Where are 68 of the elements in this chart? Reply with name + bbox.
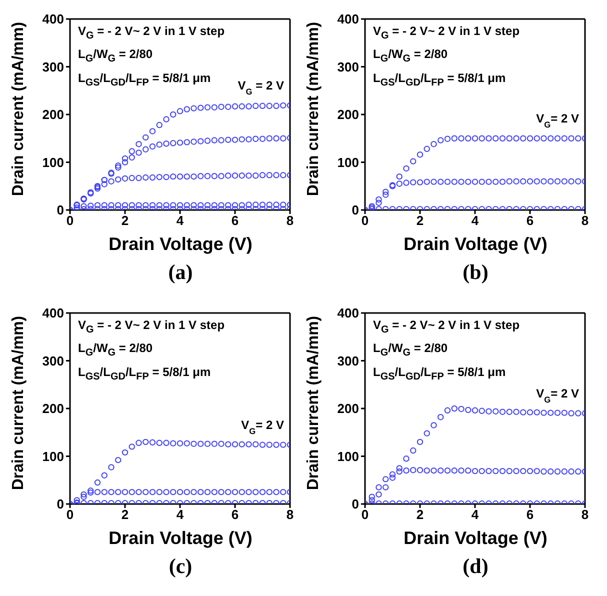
y-axis-title: Drain current (mA/mm) — [305, 22, 323, 196]
x-tick-label: 6 — [526, 507, 534, 522]
y-tick-label: 100 — [42, 448, 64, 464]
x-tick-label: 0 — [66, 213, 74, 228]
y-tick-label: 0 — [352, 202, 359, 218]
y-tick-label: 200 — [42, 107, 64, 122]
annotation: L$_{GS}$/L$_{GD}$/L$_{FP}$ = 5/8/1 μm — [78, 70, 212, 90]
annotation: V$_{G}$= 2 V — [241, 418, 284, 436]
annotation: V$_{G}$= 2 V — [536, 386, 579, 404]
annotation: L$_{G}$/W$_{G}$ = 2/80 — [78, 340, 154, 361]
x-tick-label: 4 — [176, 213, 184, 228]
annotation: L$_{GS}$/L$_{GD}$/L$_{FP}$ = 5/8/1 μm — [373, 364, 507, 384]
x-tick-label: 2 — [121, 213, 129, 228]
annotation: V$_{G}$ = - 2 V~ 2 V in 1 V step — [78, 317, 225, 338]
y-tick-label: 200 — [42, 401, 64, 416]
y-tick-label: 400 — [42, 306, 64, 321]
text: (d) — [462, 554, 490, 579]
annotation: L$_{GS}$/L$_{GD}$/L$_{FP}$ = 5/8/1 μm — [373, 70, 507, 90]
x-tick-label: 2 — [416, 213, 424, 228]
y-tick-label: 100 — [42, 154, 64, 170]
x-tick-label: 2 — [121, 507, 129, 522]
y-axis-title: Drain current (mA/mm) — [10, 316, 28, 490]
x-tick-label: 4 — [471, 507, 480, 522]
y-tick-label: 200 — [337, 401, 359, 416]
x-tick-label: 0 — [66, 507, 74, 522]
text: (c) — [168, 554, 194, 579]
y-tick-label: 300 — [337, 353, 359, 368]
x-axis-title: Drain Voltage (V) — [108, 234, 254, 255]
x-tick-label: 0 — [361, 213, 369, 228]
y-axis-title: Drain current (mA/mm) — [305, 316, 323, 490]
annotation: L$_{GS}$/L$_{GD}$/L$_{FP}$ = 5/8/1 μm — [78, 364, 212, 384]
annotation: L$_{G}$/W$_{G}$ = 2/80 — [373, 340, 449, 361]
y-tick-label: 300 — [42, 353, 64, 368]
x-tick-label: 6 — [231, 507, 239, 522]
y-tick-label: 100 — [337, 448, 359, 464]
x-tick-label: 6 — [526, 213, 534, 228]
annotation: L$_{G}$/W$_{G}$ = 2/80 — [78, 46, 154, 67]
y-tick-label: 400 — [337, 12, 359, 27]
y-tick-label: 0 — [56, 496, 64, 512]
y-tick-label: 0 — [56, 202, 64, 218]
annotation: V$_{G}$ = - 2 V~ 2 V in 1 V step — [78, 23, 225, 44]
y-tick-label: 200 — [337, 107, 359, 122]
x-tick-label: 8 — [286, 507, 294, 522]
text: (b) — [462, 260, 490, 285]
y-tick-label: 100 — [337, 154, 359, 170]
x-tick-label: 0 — [361, 507, 369, 522]
annotation: V$_{G}$ = - 2 V~ 2 V in 1 V step — [373, 317, 520, 338]
annotation: V$_{G}$= 2 V — [536, 111, 579, 130]
text: (a) — [167, 260, 194, 285]
y-axis-title: Drain current (mA/mm) — [10, 22, 28, 196]
x-tick-label: 2 — [416, 507, 424, 522]
x-axis-title: Drain Voltage (V) — [402, 234, 548, 255]
y-tick-label: 300 — [42, 59, 64, 74]
x-tick-label: 8 — [581, 507, 589, 522]
x-tick-label: 4 — [471, 213, 480, 228]
annotation: V$_{G}$ = - 2 V~ 2 V in 1 V step — [373, 23, 520, 44]
annotation: V$_{G}$ = 2 V — [238, 78, 284, 96]
x-tick-label: 8 — [581, 213, 589, 228]
x-tick-label: 8 — [286, 213, 294, 228]
y-tick-label: 400 — [337, 306, 359, 321]
y-tick-label: 300 — [337, 59, 359, 74]
annotation: L$_{G}$/W$_{G}$ = 2/80 — [373, 46, 449, 67]
y-tick-label: 400 — [42, 12, 64, 27]
y-tick-label: 0 — [352, 496, 359, 512]
x-axis-title: Drain Voltage (V) — [108, 528, 254, 549]
x-tick-label: 6 — [231, 213, 239, 228]
x-tick-label: 4 — [176, 507, 184, 522]
x-axis-title: Drain Voltage (V) — [402, 528, 548, 549]
